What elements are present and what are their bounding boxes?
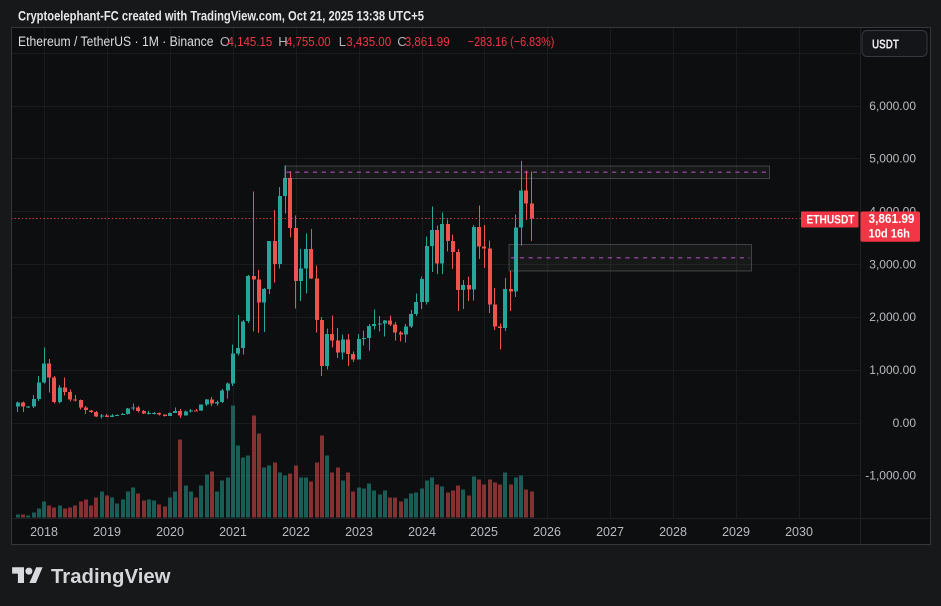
- svg-text:0.00: 0.00: [893, 416, 917, 430]
- svg-text:4,145.15: 4,145.15: [228, 34, 273, 49]
- svg-text:2,000.00: 2,000.00: [869, 310, 916, 324]
- svg-text:3,861.99: 3,861.99: [405, 34, 450, 49]
- svg-text:O: O: [220, 34, 230, 49]
- svg-text:Ethereum / TetherUS · 1M · Bin: Ethereum / TetherUS · 1M · Binance: [18, 34, 214, 49]
- svg-text:2030: 2030: [785, 525, 813, 539]
- svg-text:5,000.00: 5,000.00: [869, 152, 916, 166]
- svg-text:2029: 2029: [722, 525, 750, 539]
- svg-text:−283.16 (−6.83%): −283.16 (−6.83%): [468, 34, 555, 49]
- svg-text:USDT: USDT: [872, 37, 899, 52]
- svg-text:6,000.00: 6,000.00: [869, 99, 916, 113]
- svg-text:3,435.00: 3,435.00: [346, 34, 391, 49]
- svg-text:ETHUSDT: ETHUSDT: [807, 213, 856, 227]
- svg-text:2020: 2020: [156, 525, 184, 539]
- svg-text:4,755.00: 4,755.00: [286, 34, 331, 49]
- svg-text:1,000.00: 1,000.00: [869, 363, 916, 377]
- svg-text:2027: 2027: [596, 525, 624, 539]
- svg-text:2018: 2018: [30, 525, 58, 539]
- svg-text:L: L: [339, 34, 346, 49]
- svg-text:2026: 2026: [533, 525, 561, 539]
- svg-text:2021: 2021: [219, 525, 247, 539]
- svg-text:2028: 2028: [659, 525, 687, 539]
- svg-text:H: H: [278, 34, 287, 49]
- svg-text:2019: 2019: [93, 525, 121, 539]
- svg-text:2025: 2025: [470, 525, 498, 539]
- svg-text:TradingView: TradingView: [51, 566, 171, 588]
- svg-text:3,000.00: 3,000.00: [869, 257, 916, 271]
- svg-text:2023: 2023: [345, 525, 373, 539]
- svg-text:10d 16h: 10d 16h: [869, 226, 911, 240]
- svg-text:C: C: [397, 34, 406, 49]
- svg-text:3,861.99: 3,861.99: [869, 212, 915, 226]
- svg-text:Cryptoelephant-FC created with: Cryptoelephant-FC created with TradingVi…: [18, 9, 424, 24]
- svg-text:-1,000.00: -1,000.00: [865, 469, 916, 483]
- svg-text:2024: 2024: [408, 525, 436, 539]
- svg-text:2022: 2022: [282, 525, 310, 539]
